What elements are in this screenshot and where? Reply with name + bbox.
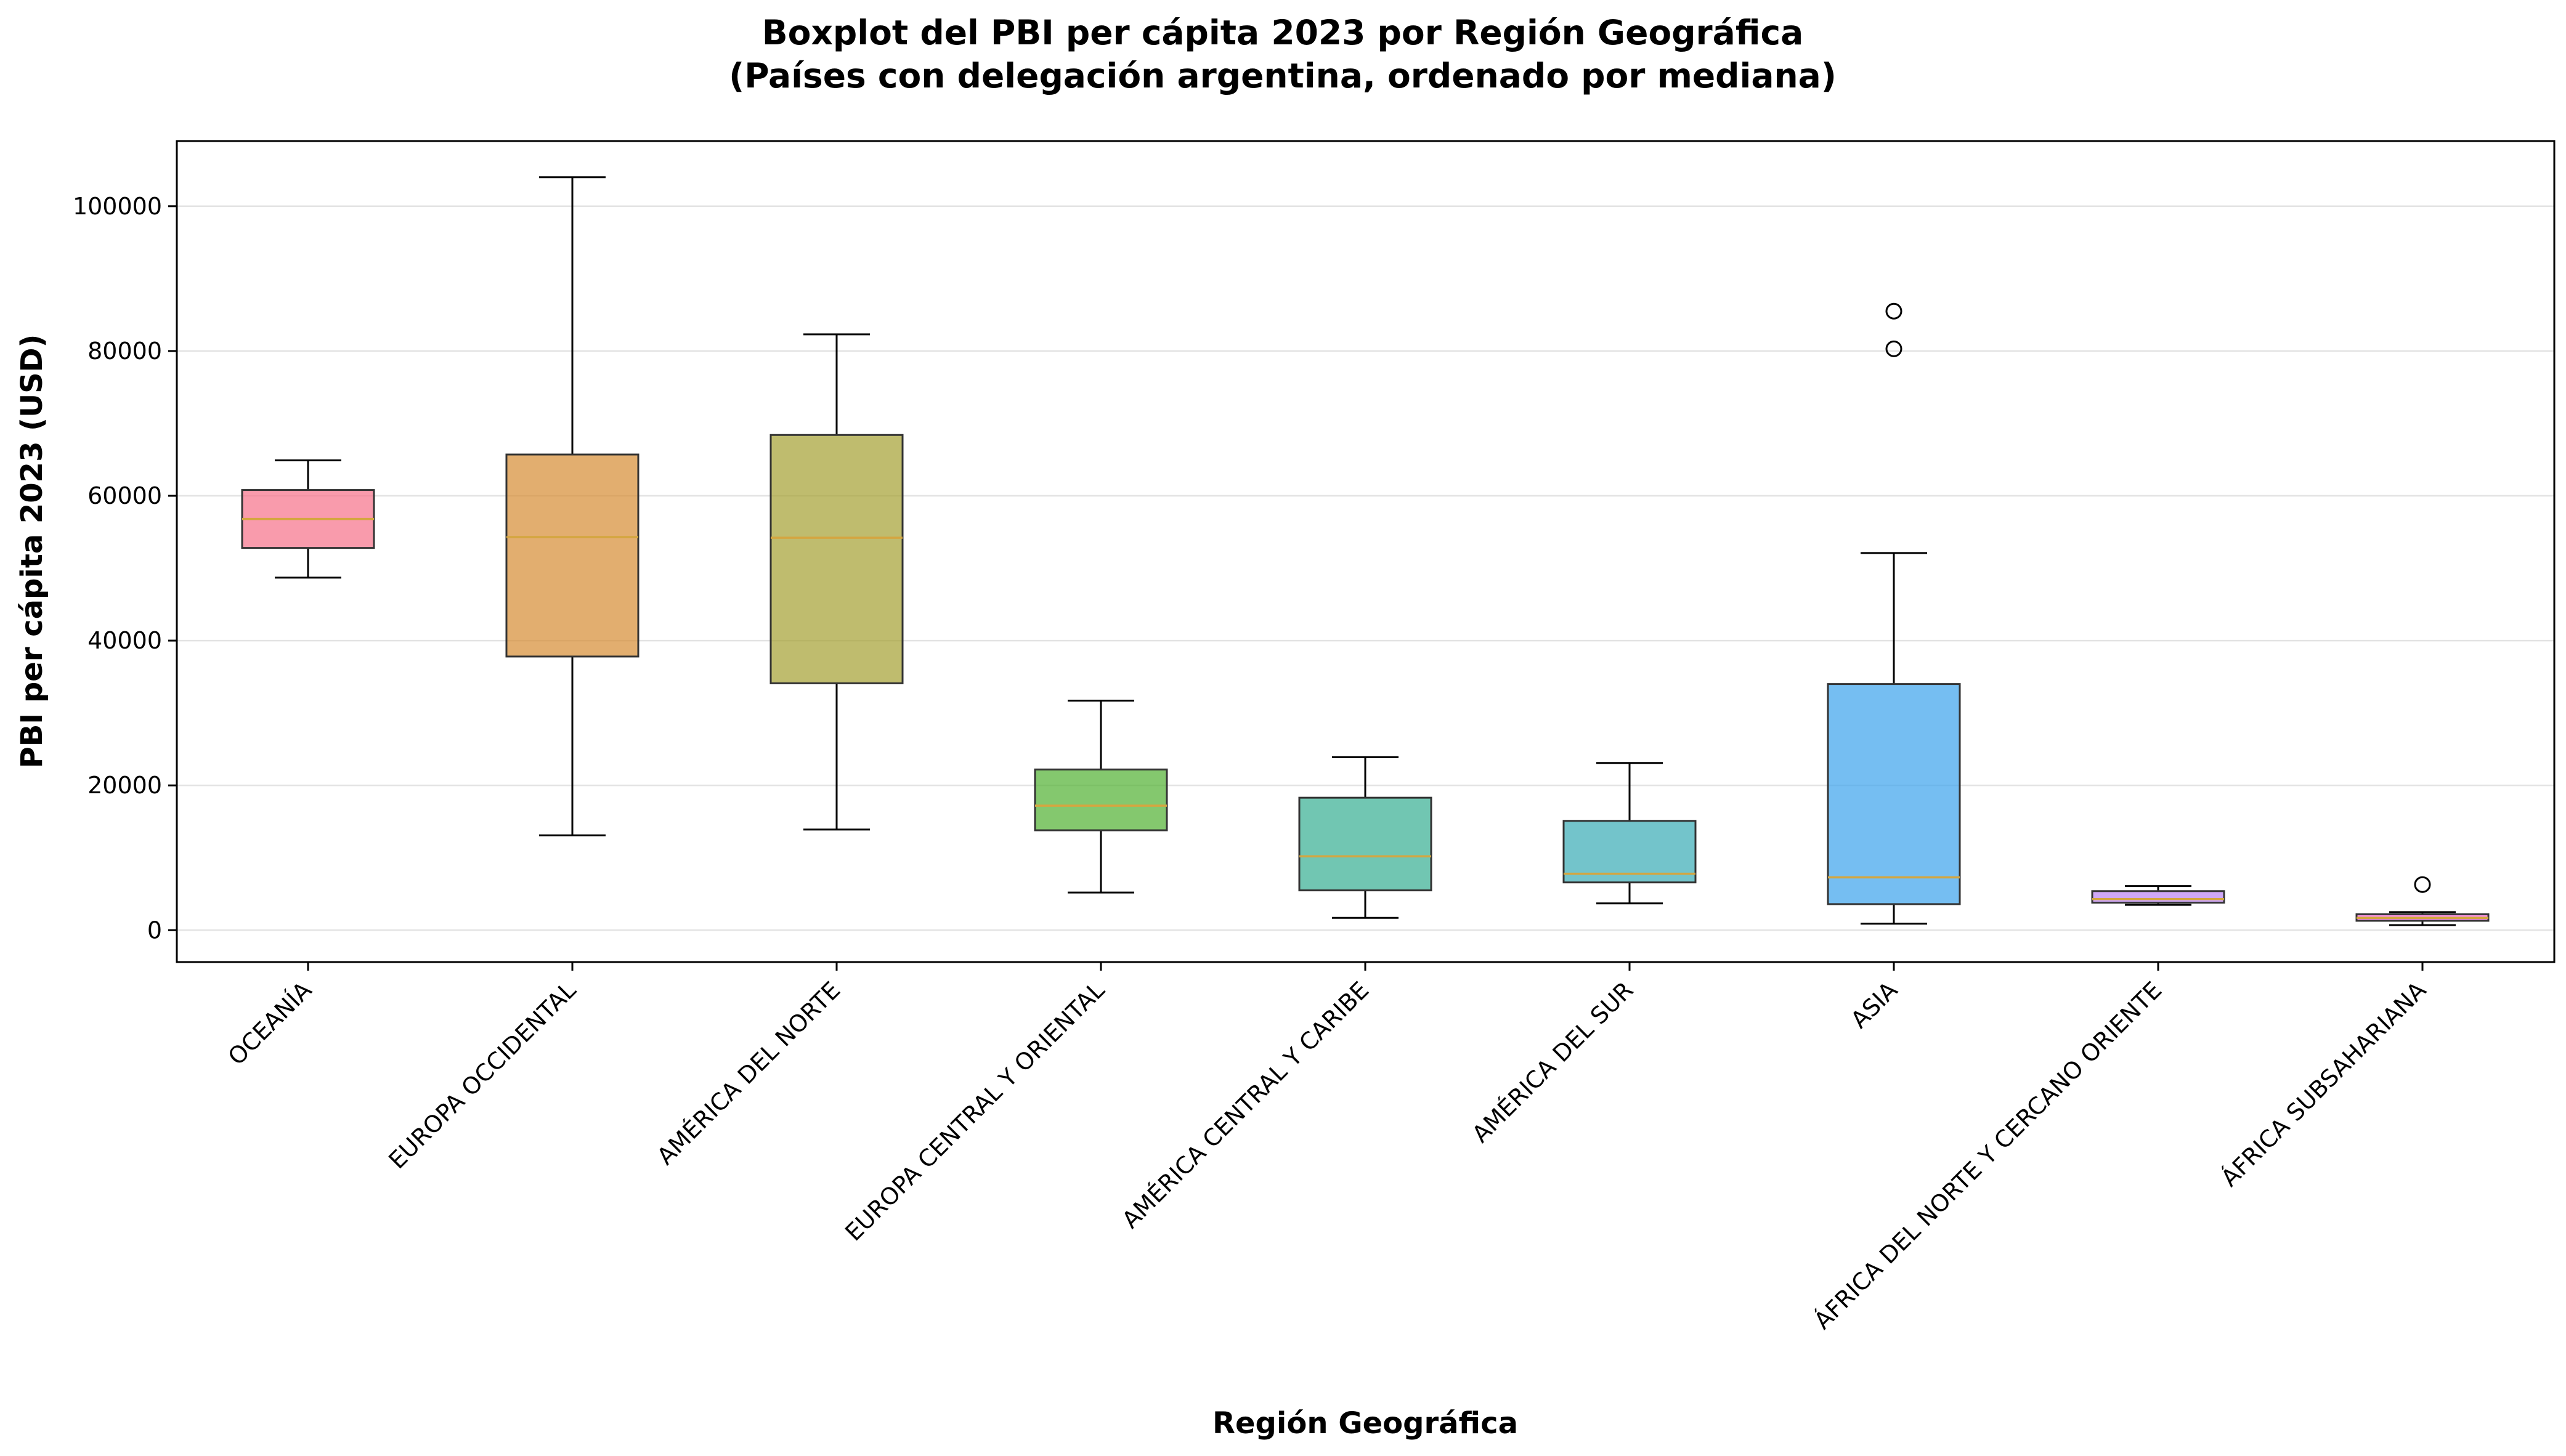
box-group [1298,756,1432,919]
x-tick-label: EUROPA OCCIDENTAL [383,976,581,1174]
box-group [769,333,904,831]
box-group [241,459,375,579]
x-axis-ticks: OCEANÍA EUROPA OCCIDENTAL AMÉRICA DEL NORT… [223,962,2431,1335]
x-tick-label: AMÉRICA DEL NORTE [652,976,845,1170]
box-group [505,176,639,836]
chart-title: Boxplot del PBI per cápita 2023 por Regi… [762,13,1804,52]
box-iqr [505,453,639,658]
x-tick-label: ASIA [1846,976,1903,1033]
x-tick-label: OCEANÍA [223,976,317,1070]
x-tick-label: ÁFRICA SUBSAHARIANA [2215,976,2431,1192]
box-iqr [1034,768,1168,831]
outlier-point [1885,340,1902,357]
x-tick-label: EUROPA CENTRAL Y ORIENTAL [840,976,1110,1246]
y-axis-ticks: 0 20000 40000 60000 80000 100000 [73,193,177,944]
chart-subtitle: (Países con delegación argentina, ordena… [729,56,1837,95]
y-tick-label: 80000 [87,338,162,365]
x-tick-label: AMÉRICA DEL SUR [1467,976,1639,1148]
y-tick-label: 100000 [73,193,162,220]
y-tick-label: 0 [147,916,162,944]
boxes [241,176,2490,926]
box-group [1562,762,1697,905]
box-group [2091,885,2225,906]
y-axis-label: PBI per cápita 2023 (USD) [15,334,49,769]
box-group [1827,302,1961,925]
box-iqr [1827,683,1961,905]
y-tick-label: 20000 [87,772,162,799]
box-iqr [1298,796,1432,892]
y-tick-label: 40000 [87,627,162,654]
x-axis-label: Región Geográfica [1212,1406,1518,1441]
x-tick-label: AMÉRICA CENTRAL Y CARIBE [1117,976,1374,1234]
box-iqr [2091,890,2225,904]
box-group [2355,876,2490,926]
outlier-point [1885,302,1902,320]
box-group [1034,700,1168,894]
outlier-point [2414,876,2431,893]
box-iqr [1562,820,1697,884]
y-tick-label: 60000 [87,482,162,509]
box-iqr [769,434,904,684]
